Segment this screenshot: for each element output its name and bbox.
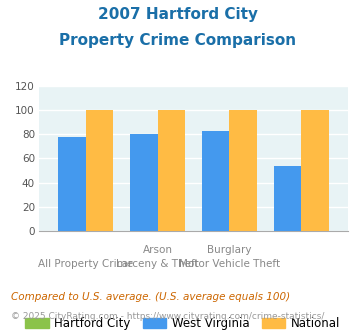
Text: Motor Vehicle Theft: Motor Vehicle Theft <box>179 259 280 269</box>
Bar <box>229 110 257 231</box>
Text: Property Crime Comparison: Property Crime Comparison <box>59 33 296 48</box>
Bar <box>59 137 86 231</box>
Text: Larceny & Theft: Larceny & Theft <box>116 259 199 269</box>
Text: Compared to U.S. average. (U.S. average equals 100): Compared to U.S. average. (U.S. average … <box>11 292 290 302</box>
Text: Arson: Arson <box>143 245 173 255</box>
Bar <box>301 110 328 231</box>
Text: Burglary: Burglary <box>207 245 252 255</box>
Bar <box>158 110 185 231</box>
Bar <box>274 166 301 231</box>
Text: © 2025 CityRating.com - https://www.cityrating.com/crime-statistics/: © 2025 CityRating.com - https://www.city… <box>11 312 324 321</box>
Bar <box>86 110 113 231</box>
Text: All Property Crime: All Property Crime <box>38 259 133 269</box>
Bar <box>202 131 229 231</box>
Legend: Hartford City, West Virginia, National: Hartford City, West Virginia, National <box>20 313 345 330</box>
Bar <box>130 134 158 231</box>
Text: 2007 Hartford City: 2007 Hartford City <box>98 7 257 21</box>
